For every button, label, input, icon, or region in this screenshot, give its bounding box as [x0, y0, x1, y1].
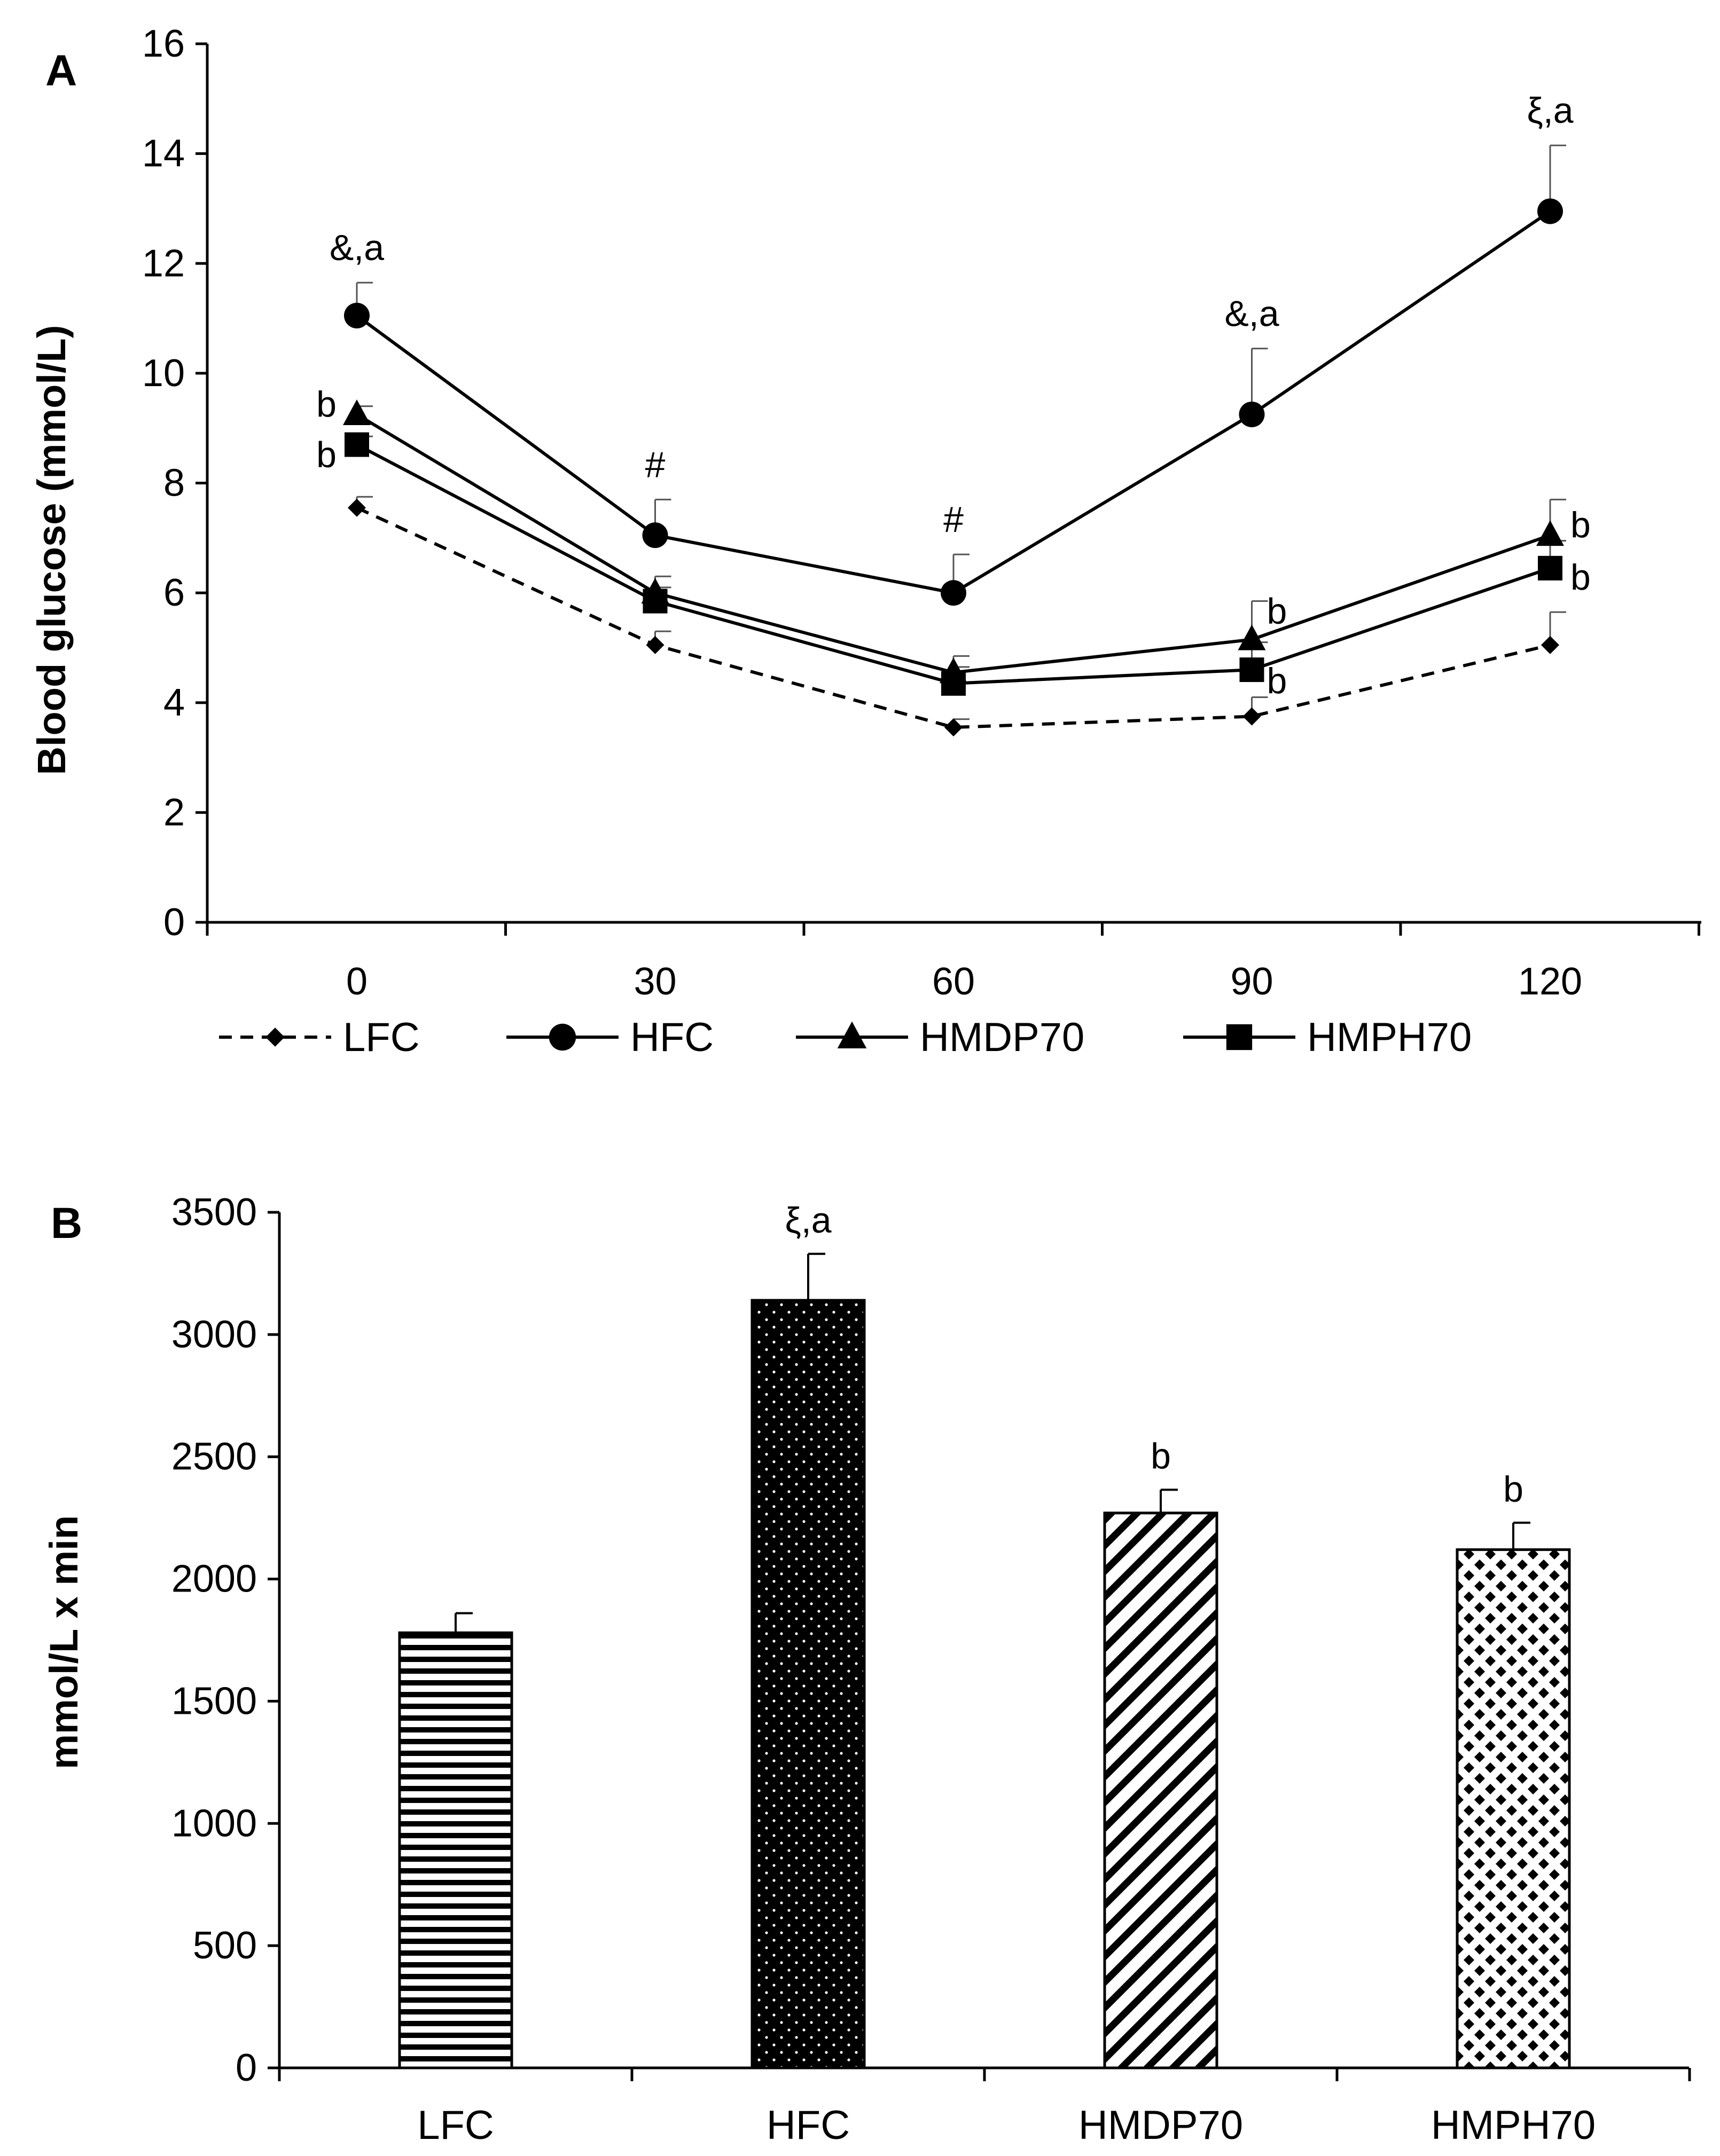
square-marker: [1538, 555, 1562, 581]
square-marker: [643, 589, 668, 614]
x-tick-label: 60: [932, 960, 975, 1003]
significance-label: &,a: [1224, 294, 1279, 334]
significance-label: ξ,a: [785, 1200, 831, 1241]
circle-marker: [1537, 198, 1563, 224]
y-tick-label: 0: [236, 2047, 257, 2089]
significance-label: #: [943, 499, 964, 540]
panel-a-y-axis-title: Blood glucose (mmol/L): [29, 325, 74, 775]
panel-a-y-ticks: 0 2 4 6 8 10 12 14 16: [142, 22, 207, 944]
panel-a-x-ticks: 0 30 60 90 120: [206, 922, 1700, 1003]
legend-label: HFC: [630, 1015, 714, 1060]
y-tick-label: 4: [163, 681, 185, 724]
x-tick-label: 0: [346, 960, 368, 1003]
circle-marker: [1239, 401, 1265, 427]
significance-label: &,a: [330, 228, 384, 268]
panel-b: B mmol/L x min 0 500 1000 1500 2000 2500 3000 3…: [42, 1191, 1691, 2148]
panel-b-bars: ξ,a b b: [398, 1200, 1571, 2069]
y-tick-label: 12: [142, 242, 185, 285]
panel-b-y-ticks: 0 500 1000 1500 2000 2500 3000 3500: [171, 1191, 279, 2089]
panel-a-label: A: [45, 46, 77, 95]
y-tick-label: 1000: [171, 1802, 257, 1845]
significance-label: b: [1570, 505, 1591, 545]
y-tick-label: 1500: [171, 1680, 257, 1722]
square-marker: [1226, 1024, 1253, 1050]
series-line-lfc: [356, 506, 1551, 730]
y-tick-label: 14: [142, 132, 185, 175]
significance-label: b: [1267, 661, 1287, 701]
category-label: HMPH70: [1431, 2103, 1596, 2148]
y-tick-label: 500: [193, 1924, 257, 1967]
y-tick-label: 6: [163, 571, 185, 614]
y-tick-label: 2000: [171, 1558, 257, 1601]
y-tick-label: 3000: [171, 1313, 257, 1356]
bar-lfc: [398, 1631, 513, 2069]
y-tick-label: 16: [142, 22, 185, 65]
significance-label: b: [1570, 557, 1591, 598]
panel-a: A Blood glucose (mmol/L) 0 2 4 6 8 10 12 14 16 0…: [29, 22, 1701, 1060]
category-label: HFC: [767, 2103, 850, 2148]
y-tick-label: 8: [163, 462, 185, 505]
square-marker: [1239, 657, 1264, 683]
triangle-marker: [1238, 624, 1266, 650]
significance-label: #: [645, 444, 666, 485]
panel-b-y-axis-title: mmol/L x min: [42, 1515, 86, 1769]
y-tick-label: 0: [163, 901, 185, 944]
square-marker: [941, 671, 966, 696]
legend-label: HMPH70: [1307, 1015, 1472, 1060]
circle-marker: [642, 522, 668, 548]
bar-hmdp70: [1103, 1511, 1218, 2069]
panel-a-legend: LFC HFC HMDP70 HMPH70: [219, 1015, 1472, 1060]
diamond-marker: [1541, 636, 1559, 654]
panel-a-markers: [343, 198, 1564, 737]
legend-label: HMDP70: [920, 1015, 1084, 1060]
category-label: LFC: [417, 2103, 494, 2148]
panel-a-error-bars: [356, 144, 1566, 728]
significance-label: b: [1151, 1436, 1171, 1477]
diamond-marker: [348, 498, 366, 517]
panel-b-x-ticks: LFC HFC HMDP70 HMPH70: [278, 2068, 1691, 2148]
significance-label: b: [1267, 591, 1287, 632]
x-tick-label: 30: [634, 960, 676, 1003]
series-line-hmdp70: [356, 413, 1551, 675]
triangle-marker: [343, 399, 371, 425]
significance-label: ξ,a: [1527, 90, 1573, 131]
diamond-marker: [265, 1028, 285, 1047]
diamond-marker: [1242, 707, 1261, 726]
triangle-marker: [837, 1021, 867, 1048]
bar-hmph70: [1456, 1548, 1571, 2069]
triangle-marker: [1536, 520, 1564, 546]
significance-label: b: [1503, 1469, 1523, 1509]
panel-b-label: B: [51, 1199, 82, 1248]
category-label: HMDP70: [1078, 2103, 1243, 2148]
circle-marker: [941, 580, 966, 606]
x-tick-label: 90: [1230, 960, 1273, 1003]
square-marker: [345, 432, 369, 457]
diamond-marker: [646, 636, 664, 654]
circle-marker: [549, 1023, 576, 1051]
panel-a-series-lines: [356, 210, 1551, 730]
diamond-marker: [944, 718, 963, 737]
significance-label: b: [316, 384, 337, 425]
circle-marker: [344, 302, 370, 328]
y-tick-label: 2500: [171, 1436, 257, 1478]
y-tick-label: 3500: [171, 1191, 257, 1234]
legend-label: LFC: [343, 1015, 420, 1060]
x-tick-label: 120: [1518, 960, 1582, 1003]
significance-label: b: [316, 435, 337, 475]
y-tick-label: 10: [142, 352, 185, 395]
bar-hfc: [750, 1299, 866, 2069]
y-tick-label: 2: [163, 791, 185, 834]
